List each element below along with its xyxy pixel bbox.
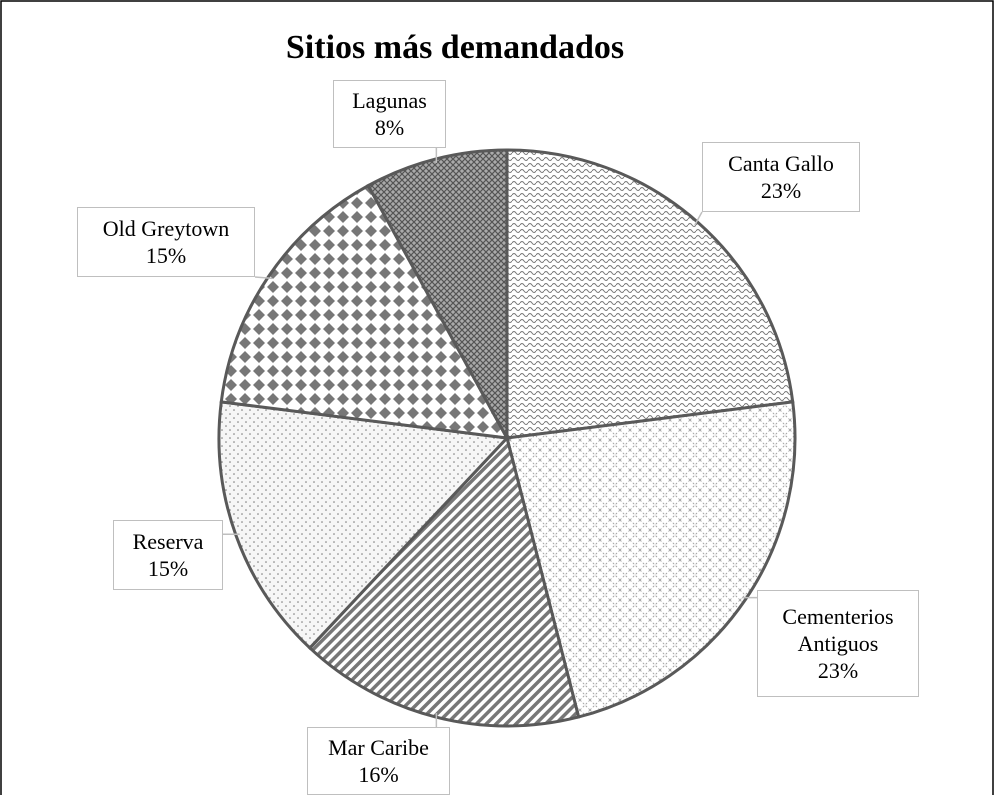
data-label: Lagunas 8% xyxy=(333,80,446,148)
pie-slice xyxy=(217,400,511,651)
label-value: 23% xyxy=(817,658,859,683)
label-value: 23% xyxy=(760,178,802,203)
data-label: Cementerios Antiguos 23% xyxy=(757,590,919,697)
leader-line xyxy=(694,211,703,226)
label-category: Mar Caribe xyxy=(328,735,429,760)
data-label: Mar Caribe 16% xyxy=(307,727,450,795)
label-category: Canta Gallo xyxy=(728,151,834,176)
leader-line xyxy=(254,276,273,280)
data-label: Old Greytown 15% xyxy=(77,207,255,277)
label-value: 15% xyxy=(145,243,187,268)
data-label: Canta Gallo 23% xyxy=(702,142,860,212)
label-value: 8% xyxy=(374,115,405,140)
pie-slice xyxy=(505,148,795,440)
pie-slice xyxy=(219,183,510,440)
data-label: Reserva 15% xyxy=(113,520,223,590)
label-category: Cementerios Antiguos xyxy=(782,604,894,656)
label-category: Old Greytown xyxy=(102,216,230,241)
pie-slice xyxy=(307,434,581,728)
chart-title: Sitios más demandados xyxy=(286,29,624,66)
label-value: 15% xyxy=(147,556,189,581)
pie-slice xyxy=(505,400,797,719)
label-value: 16% xyxy=(358,762,399,787)
label-category: Reserva xyxy=(132,529,204,554)
label-category: Lagunas xyxy=(352,88,427,113)
pie-slice xyxy=(366,148,509,439)
